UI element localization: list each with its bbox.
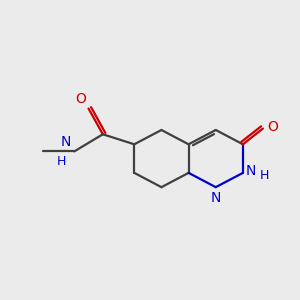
Text: H: H [57, 155, 66, 168]
Text: O: O [267, 120, 278, 134]
Text: N: N [61, 135, 71, 148]
Text: N: N [211, 191, 221, 206]
Text: N: N [246, 164, 256, 178]
Text: O: O [75, 92, 86, 106]
Text: H: H [260, 169, 269, 182]
